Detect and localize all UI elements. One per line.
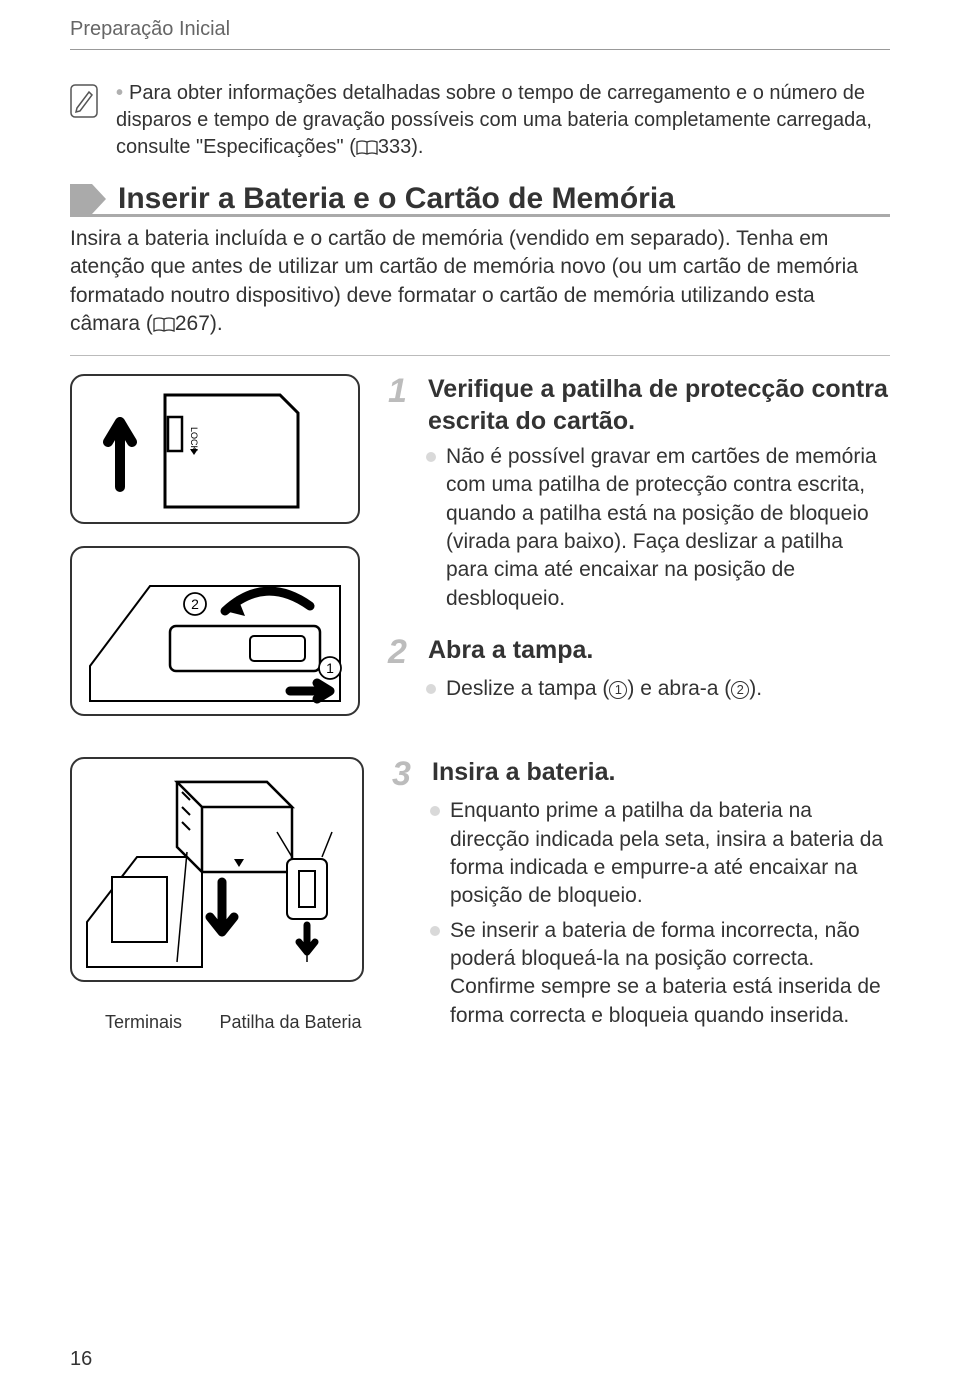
- bullet-dot: [430, 926, 440, 936]
- header-divider: [70, 49, 890, 50]
- bullet-text: Enquanto prime a patilha da bateria na d…: [450, 797, 890, 910]
- pencil-icon: [70, 84, 98, 123]
- bullet-dot: [426, 452, 436, 462]
- illustration-labels: Terminais Patilha da Bateria: [70, 1012, 364, 1033]
- step-block-12: LOCK 2 1: [70, 374, 890, 725]
- section-tab-bar: Inserir a Bateria e o Cartão de Memória: [70, 184, 890, 217]
- svg-text:2: 2: [191, 596, 199, 612]
- intro-ref: 267: [175, 312, 210, 335]
- illustration-column-12: LOCK 2 1: [70, 374, 360, 725]
- text-column-3: 3 Insira a bateria. Enquanto prime a pat…: [392, 757, 890, 1052]
- label-terminals: Terminais: [70, 1012, 217, 1033]
- svg-text:LOCK: LOCK: [189, 427, 199, 452]
- step-bullet: Não é possível gravar em cartões de memó…: [426, 443, 890, 613]
- book-icon: [356, 137, 378, 164]
- text-column-12: 1 Verifique a patilha de protecção contr…: [388, 374, 890, 725]
- label-battery-latch: Patilha da Bateria: [217, 1012, 364, 1033]
- bullet-text: Deslize a tampa (1) e abra-a (2).: [446, 675, 762, 703]
- note-post: ).: [411, 136, 423, 158]
- page-number: 16: [70, 1348, 92, 1371]
- note-pre: Para obter informações detalhadas sobre …: [116, 82, 872, 158]
- bullet-dot: [430, 806, 440, 816]
- step-bullet: Deslize a tampa (1) e abra-a (2).: [426, 675, 890, 703]
- step-block-3: Terminais Patilha da Bateria 3 Insira a …: [70, 757, 890, 1052]
- step-title: Abra a tampa.: [428, 635, 593, 666]
- bullet-dot: [426, 684, 436, 694]
- step-1: 1 Verifique a patilha de protecção contr…: [388, 374, 890, 613]
- section-intro: Insira a bateria incluída e o cartão de …: [70, 225, 890, 341]
- step-number: 1: [388, 374, 416, 408]
- svg-text:1: 1: [326, 660, 334, 676]
- step-number: 3: [392, 757, 420, 791]
- step-number: 2: [388, 635, 416, 669]
- step-title: Verifique a patilha de protecção contra …: [428, 374, 890, 437]
- illustration-card-lock: LOCK: [70, 374, 360, 524]
- bullet-text: Não é possível gravar em cartões de memó…: [446, 443, 890, 613]
- note-text: •Para obter informações detalhadas sobre…: [116, 80, 890, 164]
- note-ref: 333: [378, 136, 411, 158]
- step-title: Insira a bateria.: [432, 757, 615, 788]
- bullet-text: Se inserir a bateria de forma incorrecta…: [450, 917, 890, 1030]
- illustration-open-cover: 2 1: [70, 546, 360, 716]
- tab-notch: [70, 184, 92, 214]
- step-2: 2 Abra a tampa. Deslize a tampa (1) e ab…: [388, 635, 890, 703]
- note-block: •Para obter informações detalhadas sobre…: [70, 80, 890, 164]
- step-bullet: Se inserir a bateria de forma incorrecta…: [430, 917, 890, 1030]
- intro-post: ).: [210, 312, 223, 335]
- section-header: Inserir a Bateria e o Cartão de Memória: [70, 184, 890, 217]
- content-divider: [70, 355, 890, 356]
- book-icon: [153, 313, 175, 341]
- note-bullet: •: [116, 82, 123, 104]
- illustration-column-3: Terminais Patilha da Bateria: [70, 757, 364, 1052]
- section-title: Inserir a Bateria e o Cartão de Memória: [92, 184, 675, 214]
- step-3: 3 Insira a bateria. Enquanto prime a pat…: [392, 757, 890, 1030]
- page-header: Preparação Inicial: [70, 18, 890, 41]
- illustration-insert-battery: [70, 757, 364, 982]
- step-bullet: Enquanto prime a patilha da bateria na d…: [430, 797, 890, 910]
